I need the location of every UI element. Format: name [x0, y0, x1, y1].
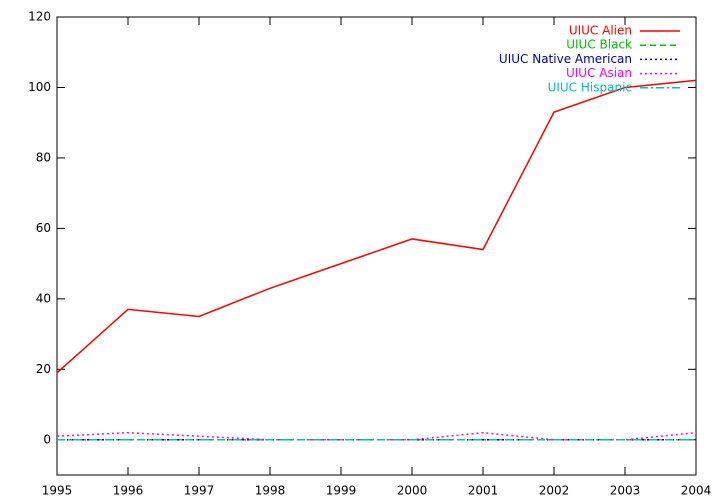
y-tick-label: 80: [36, 150, 51, 164]
legend-label: UIUC Hispanic: [548, 80, 632, 94]
x-tick-label: 2001: [468, 484, 499, 498]
y-tick-label: 100: [28, 80, 51, 94]
x-tick-label: 2002: [539, 484, 570, 498]
x-tick-label: 2000: [397, 484, 428, 498]
legend-label: UIUC Native American: [499, 52, 632, 66]
legend-label: UIUC Alien: [569, 24, 632, 38]
legend-label: UIUC Black: [566, 38, 632, 52]
y-tick-label: 0: [43, 432, 51, 446]
legend-label: UIUC Asian: [566, 66, 632, 80]
y-tick-label: 40: [36, 291, 51, 305]
x-tick-label: 1999: [326, 484, 357, 498]
series-line: [56, 431, 697, 441]
x-tick-label: 1995: [42, 484, 73, 498]
y-tick-label: 60: [36, 221, 51, 235]
x-tick-label: 1998: [255, 484, 286, 498]
y-tick-label: 120: [28, 10, 51, 24]
x-tick-label: 2003: [610, 484, 641, 498]
series-line: [56, 79, 697, 374]
x-tick-label: 1996: [113, 484, 144, 498]
y-tick-label: 20: [36, 362, 51, 376]
x-tick-label: 2004: [681, 484, 712, 498]
x-tick-label: 1997: [184, 484, 215, 498]
plot-frame: [56, 16, 697, 476]
